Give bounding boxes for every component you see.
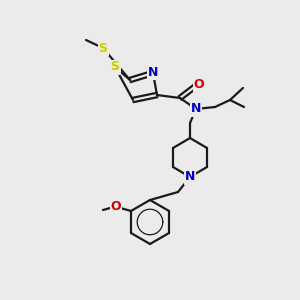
Text: S: S bbox=[98, 41, 107, 55]
Text: S: S bbox=[110, 61, 119, 74]
Text: N: N bbox=[191, 103, 201, 116]
Text: N: N bbox=[185, 170, 195, 184]
Text: O: O bbox=[194, 79, 204, 92]
Text: O: O bbox=[111, 200, 121, 214]
Text: N: N bbox=[148, 65, 158, 79]
